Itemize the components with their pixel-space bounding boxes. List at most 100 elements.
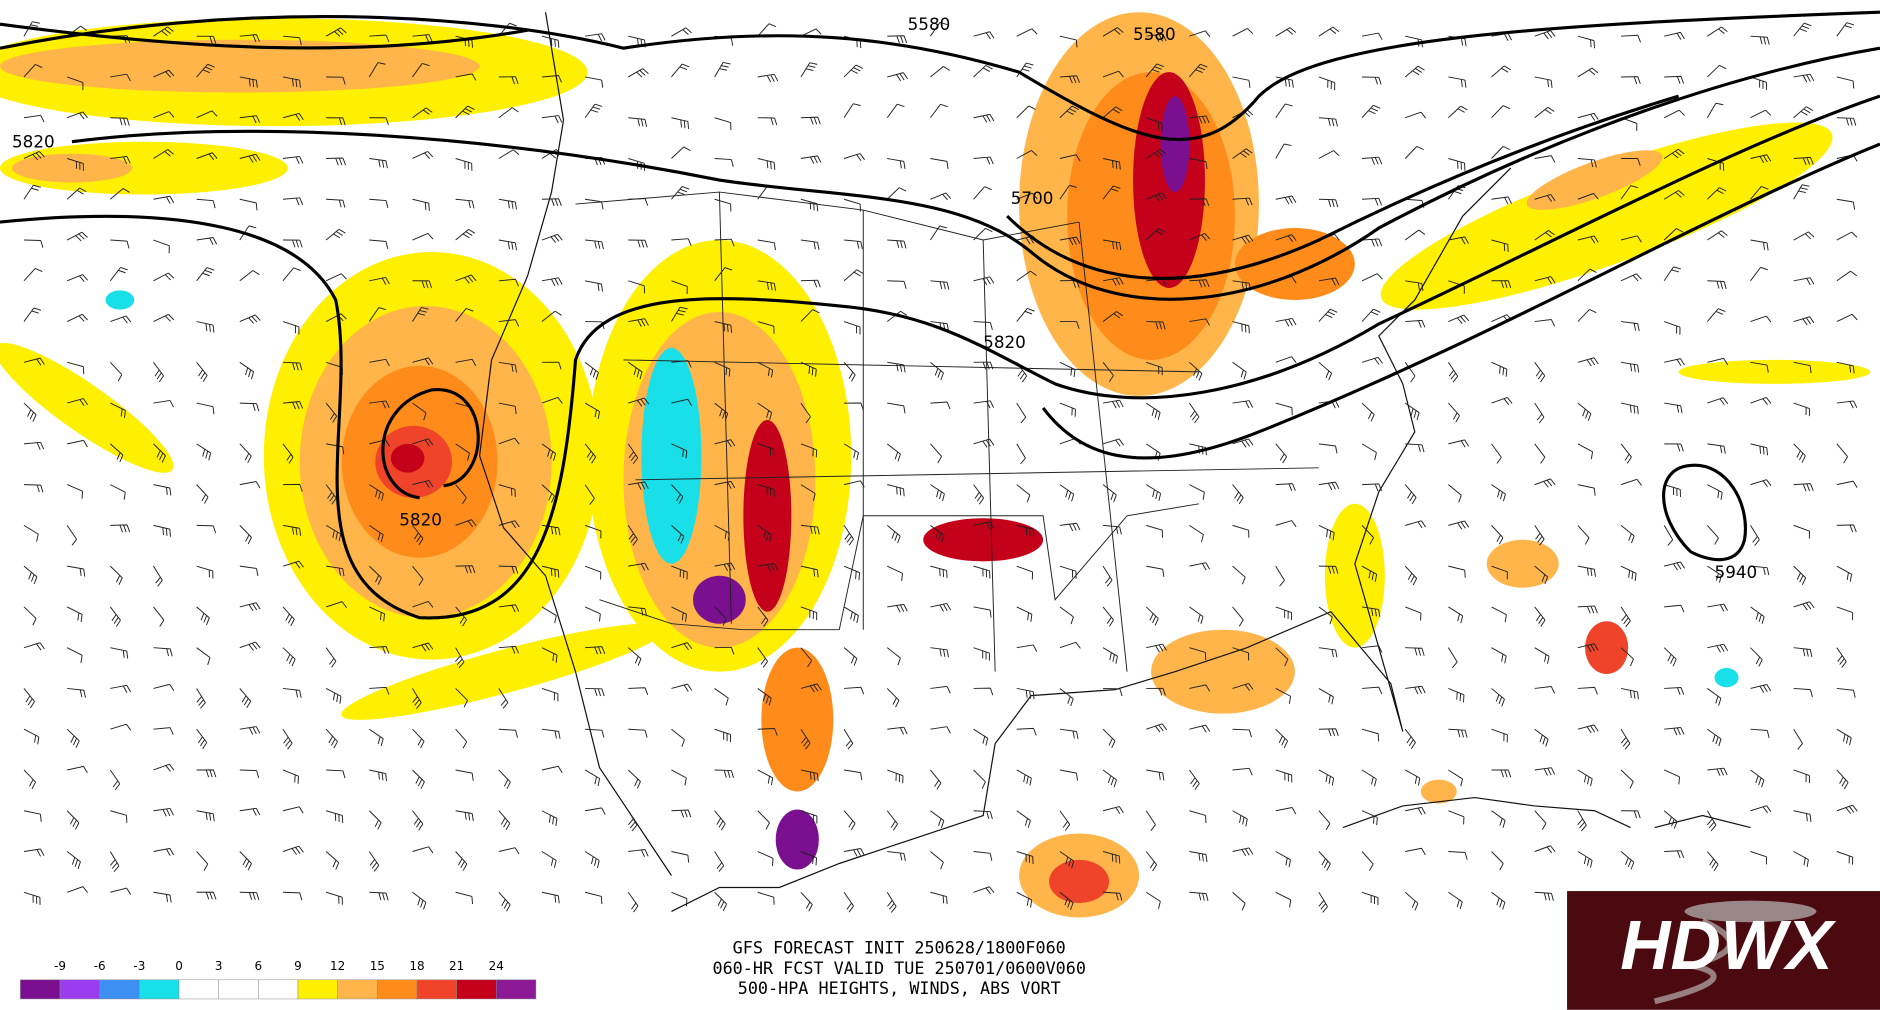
wind-barb <box>1577 724 1599 734</box>
wind-barb <box>153 399 174 408</box>
wind-barb <box>369 524 384 543</box>
wind-barb <box>455 647 465 669</box>
wind-barb <box>1793 687 1813 698</box>
wind-barb <box>1577 192 1599 200</box>
wind-barb <box>1577 235 1599 244</box>
wind-barb <box>153 606 165 627</box>
wind-barb <box>930 361 944 381</box>
wind-barb <box>1016 402 1027 424</box>
wind-barb <box>1362 483 1383 492</box>
wind-barb <box>1448 236 1469 245</box>
wind-barb <box>66 313 88 322</box>
wind-barb <box>1836 198 1856 210</box>
wind-barb <box>369 686 390 695</box>
wind-barb <box>1491 196 1512 205</box>
wind-barb <box>455 891 473 905</box>
wind-barb <box>1189 279 1210 288</box>
wind-barb <box>714 524 730 541</box>
wind-barb <box>843 848 865 857</box>
wind-barb <box>973 521 995 530</box>
wind-barb <box>1145 891 1161 909</box>
wind-barb <box>1447 362 1459 383</box>
wind-barb <box>714 480 736 489</box>
wind-barb <box>843 362 856 382</box>
wind-barb <box>369 117 389 126</box>
wind-barb <box>800 309 820 322</box>
wind-barb <box>541 396 563 404</box>
wind-barb <box>671 565 688 580</box>
wind-barb <box>930 103 948 119</box>
wind-barb <box>1577 769 1593 787</box>
wind-barb <box>239 115 261 124</box>
wind-barb <box>1405 806 1426 815</box>
wind-barb <box>1102 311 1123 322</box>
wind-barb <box>887 565 903 581</box>
wind-barb <box>1275 195 1297 205</box>
wind-barb <box>585 239 604 250</box>
colorbar-box <box>178 979 219 1000</box>
wind-barb <box>1620 769 1634 789</box>
wind-barb <box>282 647 296 667</box>
wind-barb <box>455 73 477 81</box>
wind-barb <box>1016 308 1035 322</box>
wind-barb <box>1189 562 1211 571</box>
wind-barb <box>1318 481 1340 491</box>
wind-barb <box>1707 484 1723 500</box>
wind-barb <box>1706 102 1724 118</box>
wind-barb <box>1448 769 1463 787</box>
colorbar-box <box>337 979 378 1000</box>
wind-barb <box>1361 443 1377 461</box>
wind-barb <box>671 606 688 622</box>
wind-barb <box>1059 402 1076 417</box>
wind-barb <box>930 602 952 612</box>
wind-barb <box>23 184 41 200</box>
wind-barb <box>196 688 206 709</box>
wind-barb <box>1793 184 1810 200</box>
wind-barb <box>1016 150 1038 159</box>
wind-barb <box>153 69 175 78</box>
wind-barb <box>109 851 120 872</box>
wind-barb <box>671 769 687 786</box>
wind-barb <box>1405 280 1424 291</box>
wind-barb <box>369 198 389 209</box>
wind-barb <box>1016 810 1031 828</box>
wind-barb <box>1750 805 1772 814</box>
colorbar-box <box>297 979 338 1000</box>
wind-barb <box>1059 522 1081 532</box>
wind-barb <box>1534 606 1546 627</box>
wind-barb <box>887 603 908 613</box>
wind-barb <box>1620 851 1635 870</box>
wind-barb <box>886 187 907 200</box>
wind-barb <box>973 65 993 78</box>
wind-barb <box>1318 26 1340 37</box>
wind-barb <box>498 769 511 790</box>
wind-barb <box>23 524 39 542</box>
colorbar: -9 -6 -3 0 3 6 9 12 15 18 21 24 <box>20 959 537 1000</box>
wind-barb <box>282 76 301 88</box>
wind-barb <box>1318 443 1338 454</box>
wind-barb <box>1059 75 1081 84</box>
wind-barb <box>1318 76 1336 91</box>
wind-barb <box>498 107 519 119</box>
wind-barb <box>714 158 734 168</box>
wind-barb <box>1750 35 1770 45</box>
wind-barb <box>326 769 346 779</box>
colorbar-tick-label: -9 <box>54 959 66 973</box>
wind-barb <box>1016 687 1035 700</box>
wind-barb <box>1491 105 1511 119</box>
wind-barb <box>412 150 434 159</box>
wind-barb <box>1189 810 1207 823</box>
wind-barb <box>757 117 778 126</box>
wind-barb <box>1059 105 1079 119</box>
wind-barb <box>1145 484 1162 501</box>
wind-barb <box>843 64 863 78</box>
colorbar-tick-label: -6 <box>94 959 106 973</box>
wind-barb <box>153 443 166 463</box>
wind-barb <box>930 192 952 201</box>
wind-barb <box>66 525 78 546</box>
wind-barb <box>1620 273 1642 282</box>
wind-barb <box>886 810 898 831</box>
wind-barb <box>369 358 390 367</box>
wind-barb <box>325 273 347 282</box>
wind-barb <box>1836 76 1855 89</box>
